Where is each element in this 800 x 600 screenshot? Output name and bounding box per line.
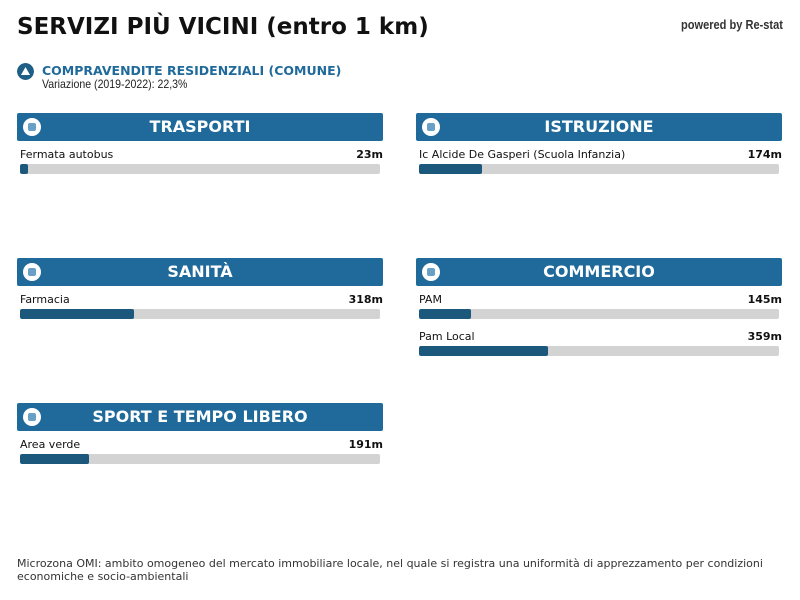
bar-track: [419, 164, 779, 174]
section-header: ISTRUZIONE: [416, 113, 782, 141]
bar-track: [419, 346, 779, 356]
item-name: Ic Alcide De Gasperi (Scuola Infanzia): [419, 148, 626, 161]
item-name: Pam Local: [419, 330, 475, 343]
section-icon: [422, 118, 440, 136]
item-value: 23m: [356, 148, 383, 161]
info-icon: [17, 63, 34, 80]
item-value: 318m: [348, 293, 383, 306]
powered-by: powered by Re-stat: [681, 17, 783, 32]
section-header: SPORT E TEMPO LIBERO: [17, 403, 383, 431]
item-name: PAM: [419, 293, 442, 306]
bar: [20, 164, 29, 174]
section-header: TRASPORTI: [17, 113, 383, 141]
bar-track: [419, 309, 779, 319]
bar: [419, 346, 549, 356]
info-title: COMPRAVENDITE RESIDENZIALI (COMUNE): [42, 63, 342, 78]
bar: [20, 309, 135, 319]
bar-track: [20, 164, 380, 174]
section-header: COMMERCIO: [416, 258, 782, 286]
item-value: 174m: [747, 148, 782, 161]
bar: [419, 309, 472, 319]
item-name: Fermata autobus: [20, 148, 114, 161]
footer-note: Microzona OMI: ambito omogeneo del merca…: [17, 557, 763, 583]
section-icon: [23, 118, 41, 136]
bar-track: [20, 454, 380, 464]
item-name: Area verde: [20, 438, 81, 451]
bar-track: [20, 309, 380, 319]
info-subtitle: Variazione (2019-2022): 22,3%: [42, 77, 188, 91]
section-icon: [23, 408, 41, 426]
item-value: 145m: [747, 293, 782, 306]
bar: [419, 164, 482, 174]
item-value: 359m: [747, 330, 782, 343]
item-name: Farmacia: [20, 293, 70, 306]
section-icon: [422, 263, 440, 281]
section-icon: [23, 263, 41, 281]
section-header: SANITÀ: [17, 258, 383, 286]
page-title: SERVIZI PIÙ VICINI (entro 1 km): [17, 14, 429, 40]
bar: [20, 454, 89, 464]
item-value: 191m: [348, 438, 383, 451]
